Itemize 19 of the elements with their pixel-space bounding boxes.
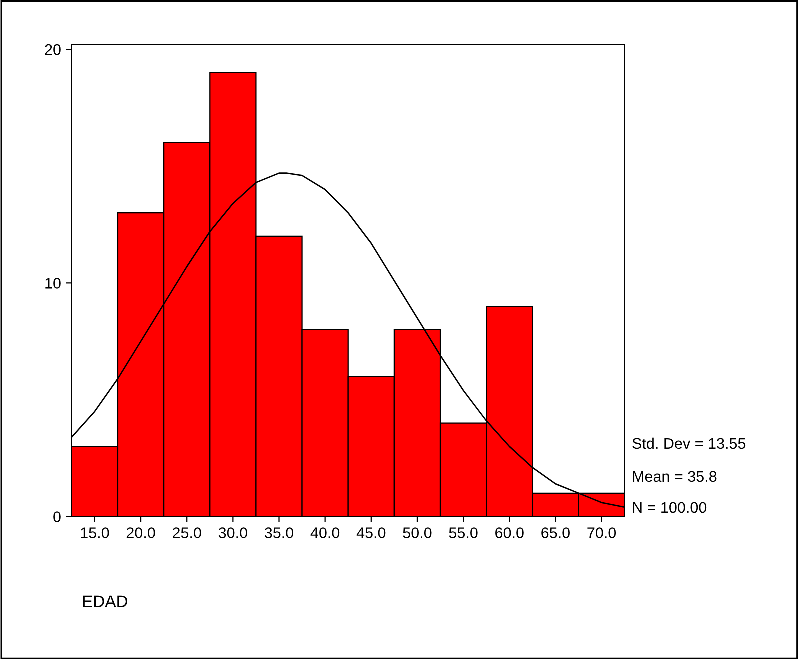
x-tick-label: 50.0 xyxy=(403,528,432,538)
x-tick-label: 25.0 xyxy=(173,528,202,538)
y-tick-label: 0 xyxy=(54,512,61,522)
x-tick-label: 30.0 xyxy=(218,528,248,538)
x-tick-label: 45.0 xyxy=(356,528,386,538)
x-tick-label: 55.0 xyxy=(449,528,478,538)
x-tick-label: 65.0 xyxy=(542,528,570,538)
x-tick-label: 60.0 xyxy=(496,528,524,538)
text: N = 100.00 xyxy=(633,502,707,514)
x-tick-label: 20.0 xyxy=(126,528,156,538)
x-tick-label: 35.0 xyxy=(264,528,294,538)
x-tick-label: 70.0 xyxy=(588,528,616,538)
text: Std. Dev = 13.55 xyxy=(632,438,746,450)
text: Mean = 35.8 xyxy=(633,471,717,482)
x-axis-title: EDAD xyxy=(83,596,128,608)
y-tick-label: 20 xyxy=(45,44,61,56)
x-tick-label: 40.0 xyxy=(310,528,340,538)
x-tick-label: 15.0 xyxy=(81,528,110,538)
y-tick-label: 10 xyxy=(46,278,61,289)
